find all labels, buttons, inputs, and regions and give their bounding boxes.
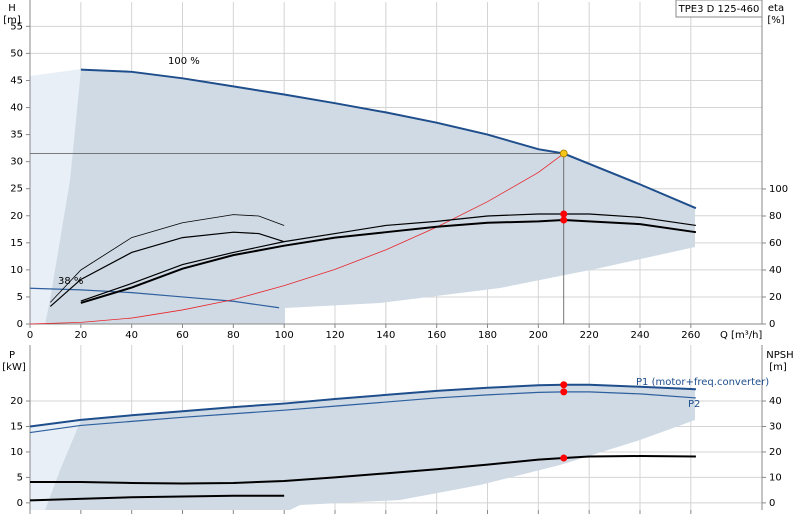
curve <box>29 287 280 309</box>
curve <box>29 153 564 325</box>
x-tick-label: 0 <box>27 330 33 341</box>
x-tick-label: 260 <box>681 330 700 341</box>
y2-tick-label: 20 <box>769 292 782 303</box>
y-tick-label: 10 <box>10 447 23 458</box>
shade-light <box>30 420 81 510</box>
y2-tick-label: 80 <box>769 211 782 222</box>
y-tick-label: 35 <box>10 130 23 141</box>
curve <box>29 494 285 502</box>
x-tick-label: 200 <box>529 330 548 341</box>
curve <box>50 214 285 303</box>
y-unit: [kW] <box>2 362 26 373</box>
duty-point <box>559 149 568 158</box>
curve <box>49 231 285 307</box>
curve-label: 38 % <box>58 276 83 287</box>
shade-range <box>45 69 695 324</box>
model-box <box>675 0 763 18</box>
y2-tick-label: 100 <box>769 184 788 195</box>
x-tick-label: 140 <box>376 330 395 341</box>
x-tick-label: 40 <box>125 330 138 341</box>
y-tick-label: 25 <box>10 184 23 195</box>
x-tick-label: 20 <box>74 330 87 341</box>
duty-point <box>560 381 568 389</box>
curve <box>29 383 696 428</box>
y2-tick-label: 60 <box>769 238 782 249</box>
y-tick-label: 0 <box>17 498 23 509</box>
x-tick-label: 100 <box>275 330 294 341</box>
y-label: P <box>9 350 15 361</box>
y-tick-label: 55 <box>10 21 23 32</box>
y2-label: NPSH <box>766 350 793 361</box>
x-tick-label: 180 <box>478 330 497 341</box>
x-tick-label: 220 <box>580 330 599 341</box>
y-label: H <box>8 3 16 14</box>
x-tick-label: 240 <box>630 330 649 341</box>
y-tick-label: 20 <box>10 396 23 407</box>
y2-tick-label: 0 <box>769 498 775 509</box>
y-tick-label: 45 <box>10 75 23 86</box>
y2-unit: [m] <box>769 362 787 373</box>
curve <box>80 68 697 210</box>
curve-label: P2 <box>688 399 700 410</box>
y-unit: [m] <box>3 15 21 26</box>
duty-point <box>560 388 568 396</box>
duty-point <box>560 210 568 218</box>
x-tick-label: 120 <box>325 330 344 341</box>
y-tick-label: 5 <box>17 472 23 483</box>
x-tick-label: 80 <box>227 330 240 341</box>
duty-point <box>560 216 568 224</box>
y-tick-label: 20 <box>10 211 23 222</box>
plot-data: 0 20 40 60 80 100 120 140 160 180 200 220 240 2600510… <box>10 21 788 509</box>
y-tick-label: 0 <box>17 319 23 330</box>
y-tick-label: 15 <box>10 421 23 432</box>
y2-tick-label: 20 <box>769 447 782 458</box>
x-label: Q [m³/h] <box>720 330 762 341</box>
y-tick-label: 10 <box>10 265 23 276</box>
curve <box>30 455 696 485</box>
shade-light <box>30 69 81 324</box>
curve-label: 100 % <box>168 56 200 67</box>
y2-tick-label: 0 <box>769 319 775 330</box>
y2-label: eta <box>768 3 784 14</box>
y-tick-label: 40 <box>10 103 23 114</box>
duty-point <box>560 454 568 462</box>
y-tick-label: 30 <box>10 157 23 168</box>
y-tick-label: 15 <box>10 238 23 249</box>
model-label: TPE3 D 125-460 <box>678 4 760 15</box>
y2-unit: [%] <box>767 15 784 26</box>
y2-tick-label: 40 <box>769 396 782 407</box>
curve <box>80 219 697 304</box>
x-tick-label: 60 <box>176 330 189 341</box>
x-tick-label: 160 <box>427 330 446 341</box>
y-tick-label: 50 <box>10 48 23 59</box>
y2-tick-label: 10 <box>769 472 782 483</box>
curve <box>29 391 696 434</box>
curve-label: P1 (motor+freq.converter) <box>636 377 769 388</box>
y-tick-label: 5 <box>17 292 23 303</box>
curve <box>80 213 697 302</box>
y2-tick-label: 30 <box>769 421 782 432</box>
y2-tick-label: 40 <box>769 265 782 276</box>
